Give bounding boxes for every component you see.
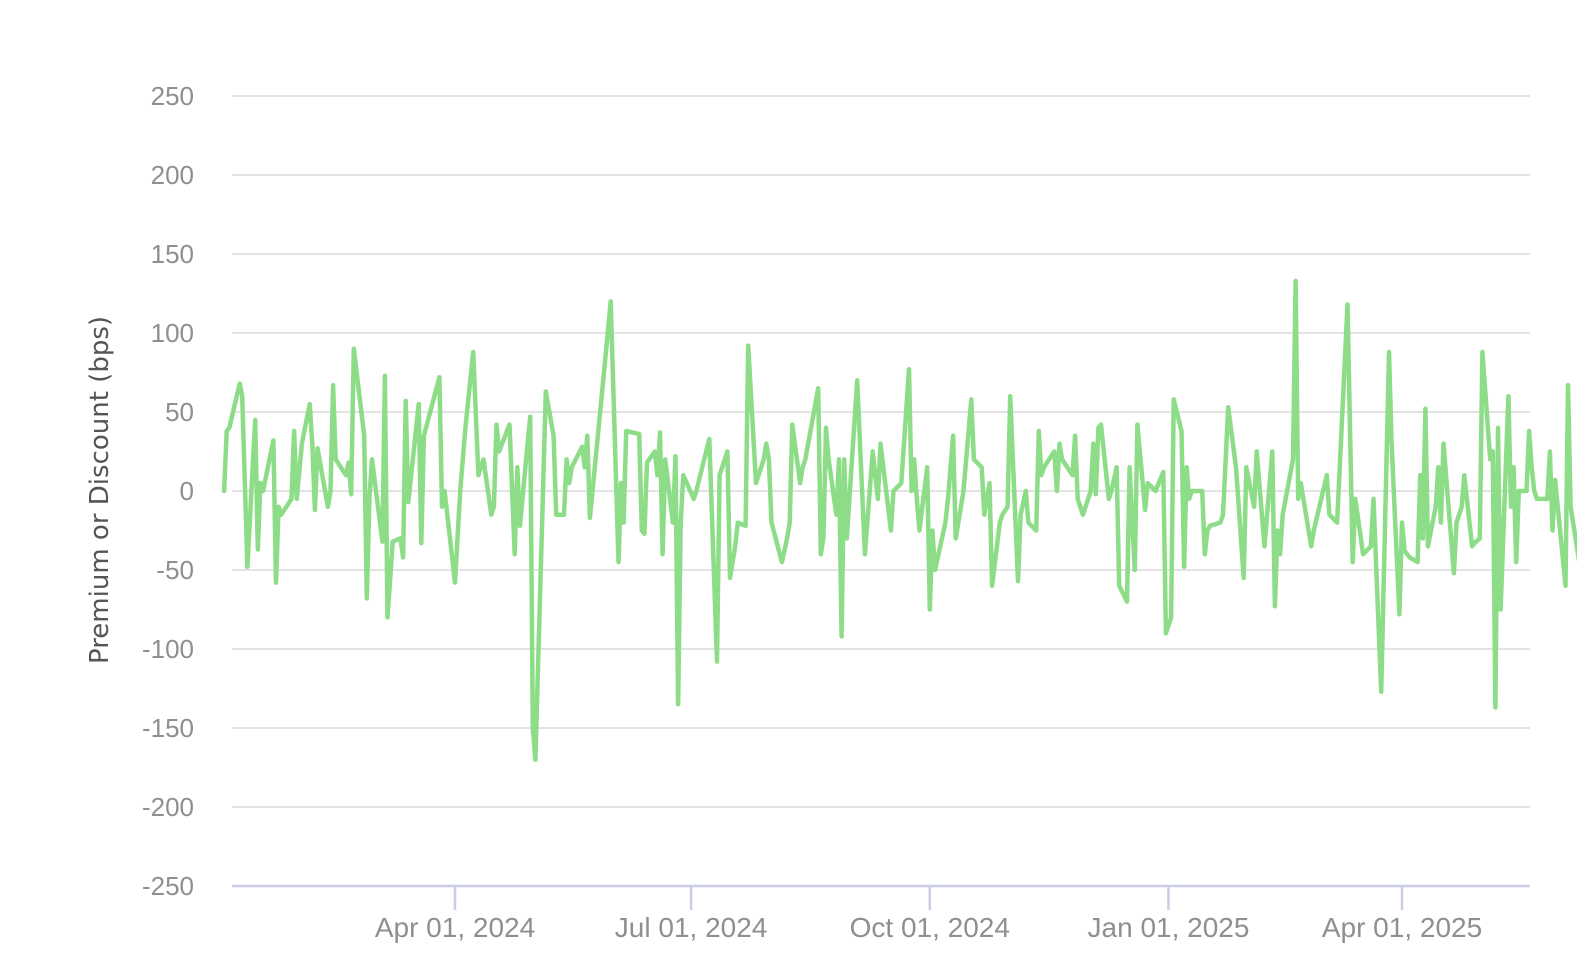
y-tick-label: 200 — [151, 160, 194, 190]
x-tick-label: Jan 01, 2025 — [1088, 912, 1250, 943]
y-tick-label: 150 — [151, 239, 194, 269]
x-tick-label: Apr 01, 2025 — [1322, 912, 1482, 943]
y-tick-label: 100 — [151, 318, 194, 348]
y-tick-label: -50 — [156, 555, 194, 585]
series-line — [221, 278, 1577, 762]
x-tick-label: Oct 01, 2024 — [850, 912, 1010, 943]
x-tick-label: Apr 01, 2024 — [375, 912, 535, 943]
y-axis-label: Premium or Discount (bps) — [85, 316, 115, 664]
y-tick-label: -100 — [142, 634, 194, 664]
y-tick-label: 0 — [180, 476, 194, 506]
x-axis: Apr 01, 2024 Jul 01, 2024 Oct 01, 2024 Jan … — [232, 884, 1530, 943]
y-tick-label: 50 — [165, 397, 194, 427]
x-tick-label: Jul 01, 2024 — [615, 912, 768, 943]
y-tick-label: -250 — [142, 871, 194, 901]
series-layer — [221, 278, 1577, 762]
y-tick-label: -200 — [142, 792, 194, 822]
y-tick-label: 250 — [151, 81, 194, 111]
gridlines — [232, 95, 1530, 808]
y-axis-ticks: 250 200 150 100 50 0 -50 -100 -150 -200 -250 — [142, 81, 194, 901]
y-tick-label: -150 — [142, 713, 194, 743]
